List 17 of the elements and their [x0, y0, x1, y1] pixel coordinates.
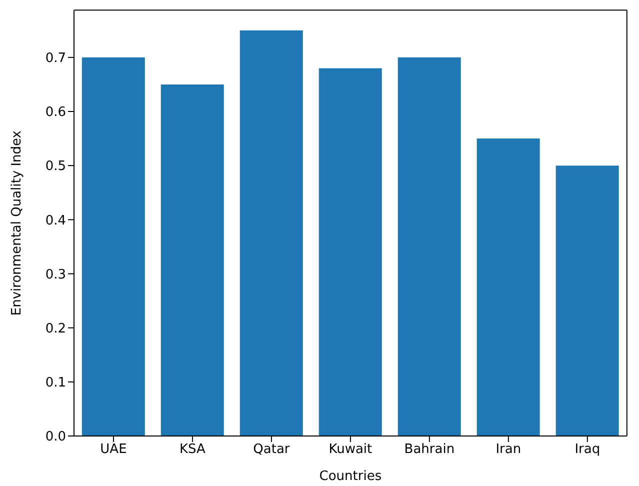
- x-tick-label: UAE: [100, 442, 127, 458]
- y-axis-title: Environmental Quality Index: [10, 130, 25, 316]
- y-tick-label: 0.3: [45, 267, 66, 282]
- y-tick-label: 0.0: [45, 430, 66, 445]
- y-tick-label: 0.4: [45, 213, 66, 228]
- x-tick-label: Kuwait: [328, 442, 372, 458]
- x-tick-label: Bahrain: [404, 442, 455, 458]
- y-tick-label: 0.2: [45, 321, 66, 336]
- x-tick-label: KSA: [180, 442, 206, 458]
- y-tick-label: 0.7: [45, 51, 66, 66]
- x-tick-label: Iraq: [574, 442, 600, 458]
- y-tick-label: 0.1: [45, 376, 66, 391]
- x-axis-title: Countries: [319, 469, 382, 484]
- y-tick-label: 0.6: [45, 105, 66, 120]
- x-tick-label: Qatar: [253, 442, 290, 458]
- x-tick-label: Iran: [496, 442, 522, 458]
- y-tick-label: 0.5: [45, 159, 66, 174]
